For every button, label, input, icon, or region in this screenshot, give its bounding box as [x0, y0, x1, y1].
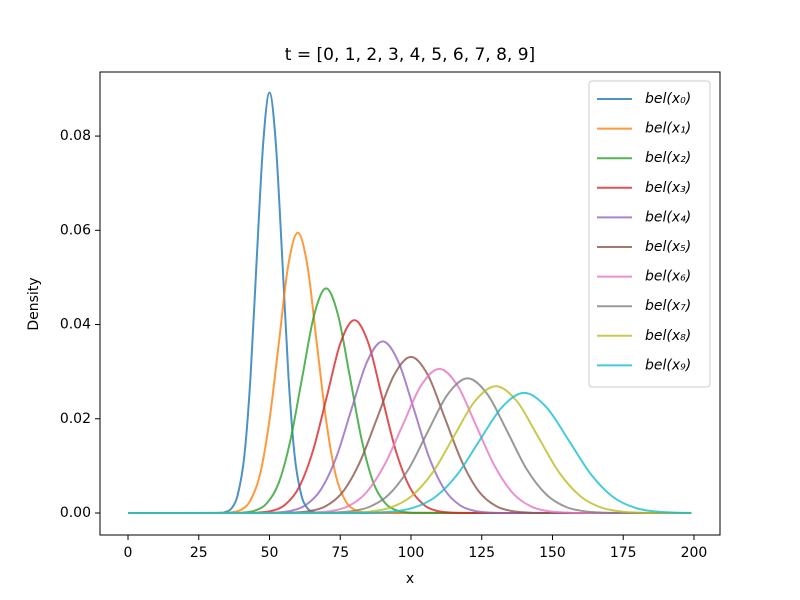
legend-label: bel(x₂)	[645, 150, 691, 166]
x-tick-label: 100	[398, 545, 425, 561]
legend-label: bel(x₇)	[645, 298, 691, 314]
y-axis-label: Density	[26, 277, 42, 330]
x-tick-label: 125	[468, 545, 495, 561]
x-axis-label: x	[406, 571, 414, 587]
x-tick-label: 0	[124, 545, 133, 561]
line-series	[128, 319, 692, 514]
y-tick-label: 0.08	[60, 128, 91, 144]
legend-label: bel(x₀)	[645, 91, 691, 107]
axes-frame	[99, 71, 721, 536]
chart-title: t = [0, 1, 2, 3, 4, 5, 6, 7, 8, 9]	[285, 45, 535, 65]
legend-label: bel(x₃)	[645, 180, 691, 196]
x-tick-label: 50	[261, 545, 279, 561]
x-tick-label: 200	[681, 545, 708, 561]
legend-label: bel(x₈)	[645, 328, 691, 344]
legend: bel(x₀) bel(x₁) bel(x₂) bel(x₃) bel(x₄) bel(x…	[588, 80, 711, 388]
y-tick-label: 0.02	[60, 411, 91, 427]
x-tick-label: 25	[190, 545, 208, 561]
y-tick-label: 0.06	[60, 222, 91, 238]
x-tick-label: 175	[610, 545, 637, 561]
line-series	[128, 340, 692, 514]
y-tick-label: 0.04	[60, 317, 91, 333]
legend-label: bel(x₄)	[645, 209, 691, 225]
legend-label: bel(x₅)	[645, 239, 691, 255]
line-series	[128, 391, 692, 514]
x-tick-label: 75	[331, 545, 349, 561]
line-series	[128, 287, 692, 514]
legend-label: bel(x₁)	[645, 121, 691, 137]
y-tick-label: 0.00	[60, 505, 91, 521]
legend-label: bel(x₆)	[645, 269, 691, 285]
x-tick-label: 150	[539, 545, 566, 561]
legend-label: bel(x₉)	[645, 357, 691, 373]
